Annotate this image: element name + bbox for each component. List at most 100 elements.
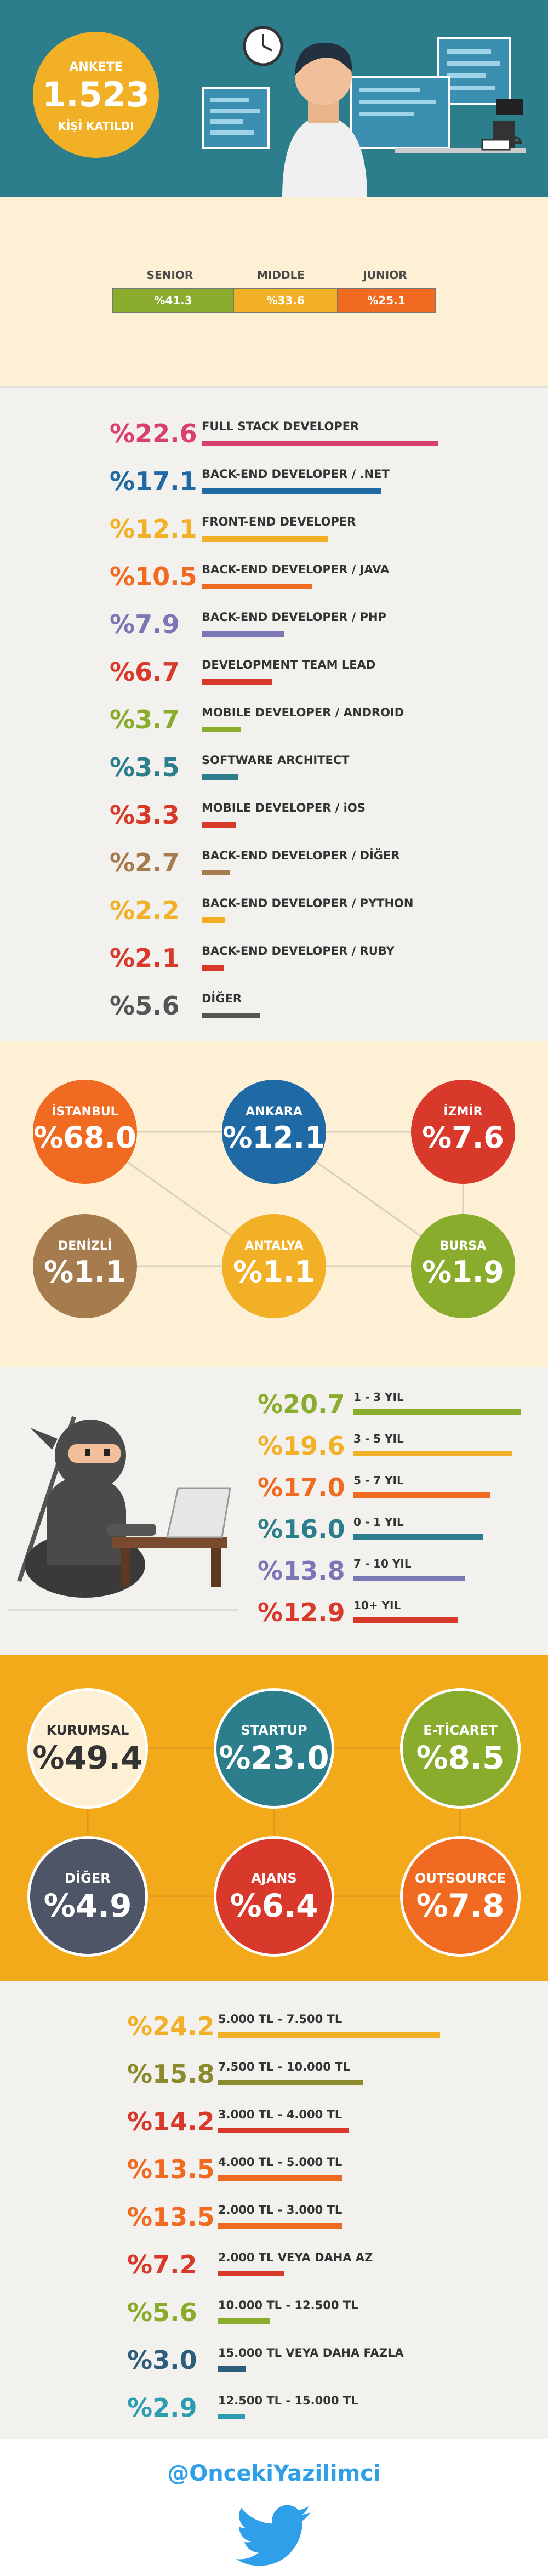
- role-bar: [202, 1013, 260, 1018]
- salary-bar: [218, 2223, 342, 2229]
- experience-label: 7 - 10 YIL: [353, 1557, 412, 1570]
- role-row: %3.7 MOBILE DEVELOPER / ANDROID: [0, 705, 548, 743]
- ninja-illustration: [8, 1416, 238, 1611]
- role-percent: %6.7: [110, 657, 180, 687]
- city-name: DENİZLİ: [58, 1239, 112, 1253]
- city-circle-izmir: İZMİR %7.6: [411, 1080, 515, 1184]
- company-circle-ajans: AJANS %6.4: [214, 1836, 334, 1957]
- role-percent: %5.6: [110, 991, 180, 1021]
- role-label: BACK-END DEVELOPER / RUBY: [202, 944, 395, 958]
- city-value: %1.9: [422, 1255, 504, 1289]
- role-row: %2.2 BACK-END DEVELOPER / PYTHON: [0, 896, 548, 934]
- experience-percent: %19.6: [258, 1431, 345, 1461]
- role-row: %7.9 BACK-END DEVELOPER / PHP: [0, 609, 548, 648]
- company-circle-diger: DİĞER %4.9: [27, 1836, 148, 1957]
- role-bar: [202, 727, 241, 732]
- city-name: BURSA: [439, 1239, 487, 1253]
- salary-percent: %5.6: [127, 2298, 197, 2327]
- salary-bar: [218, 2175, 342, 2181]
- city-value: %68.0: [33, 1120, 136, 1155]
- level-bar-junior: %25.1: [337, 288, 436, 313]
- salary-percent: %3.0: [127, 2345, 197, 2375]
- experience-bar: [353, 1576, 465, 1581]
- salary-percent: %13.5: [127, 2202, 215, 2232]
- role-percent: %3.5: [110, 753, 180, 782]
- participants-label-bottom: KİŞİ KATILDI: [58, 119, 134, 133]
- city-circle-istanbul: İSTANBUL %68.0: [33, 1080, 137, 1184]
- salary-label: 5.000 TL - 7.500 TL: [218, 2013, 342, 2026]
- city-value: %7.6: [422, 1120, 504, 1155]
- role-label: DİĞER: [202, 992, 242, 1005]
- experience-bar: [353, 1409, 521, 1415]
- level-label-senior: SENIOR: [146, 269, 193, 282]
- experience-percent: %20.7: [258, 1389, 345, 1419]
- experience-label: 10+ YIL: [353, 1599, 401, 1612]
- role-bar: [202, 441, 438, 446]
- role-bar: [202, 965, 224, 971]
- role-percent: %12.1: [110, 514, 197, 544]
- experience-section: %20.7 1 - 3 YIL %19.6 3 - 5 YIL %17.0 5 - 7 Y…: [0, 1367, 548, 1655]
- city-circle-bursa: BURSA %1.9: [411, 1214, 515, 1318]
- company-value: %49.4: [32, 1739, 143, 1776]
- twitter-bird-icon[interactable]: [236, 2505, 312, 2568]
- experience-percent: %12.9: [258, 1598, 345, 1627]
- experience-label: 3 - 5 YIL: [353, 1432, 404, 1445]
- experience-percent: %17.0: [258, 1473, 345, 1502]
- role-label: DEVELOPMENT TEAM LEAD: [202, 658, 376, 671]
- participants-count: 1.523: [42, 75, 150, 115]
- role-bar: [202, 774, 238, 780]
- salary-section: %24.2 5.000 TL - 7.500 TL %15.8 7.500 TL - …: [0, 1981, 548, 2439]
- role-row: %10.5 BACK-END DEVELOPER / JAVA: [0, 562, 548, 600]
- role-row: %6.7 DEVELOPMENT TEAM LEAD: [0, 657, 548, 696]
- experience-label: 0 - 1 YIL: [353, 1515, 404, 1529]
- role-percent: %2.1: [110, 943, 180, 973]
- role-row: %12.1 FRONT-END DEVELOPER: [0, 514, 548, 552]
- city-circle-ankara: ANKARA %12.1: [222, 1080, 326, 1184]
- company-value: %8.5: [416, 1739, 505, 1776]
- role-row: %17.1 BACK-END DEVELOPER / .NET: [0, 466, 548, 505]
- role-bar: [202, 584, 312, 589]
- company-value: %6.4: [230, 1887, 318, 1924]
- developer-illustration: [202, 26, 526, 197]
- experience-label: 5 - 7 YIL: [353, 1474, 404, 1487]
- twitter-handle[interactable]: @OncekiYazilimci: [167, 2461, 381, 2486]
- role-bar: [202, 917, 225, 923]
- role-row: %3.5 SOFTWARE ARCHITECT: [0, 753, 548, 791]
- role-percent: %3.3: [110, 800, 180, 830]
- role-row: %3.3 MOBILE DEVELOPER / iOS: [0, 800, 548, 839]
- salary-label: 15.000 TL VEYA DAHA FAZLA: [218, 2346, 404, 2360]
- salary-bar: [218, 2080, 363, 2085]
- salary-bar: [218, 2366, 246, 2372]
- role-label: MOBILE DEVELOPER / ANDROID: [202, 706, 404, 719]
- city-circle-denizli: DENİZLİ %1.1: [33, 1214, 137, 1318]
- role-percent: %2.7: [110, 848, 180, 877]
- role-bar: [202, 536, 328, 542]
- level-bar-middle: %33.6: [233, 288, 338, 313]
- salary-percent: %2.9: [127, 2393, 197, 2423]
- salary-percent: %24.2: [127, 2011, 215, 2041]
- company-section: KURUMSAL %49.4 STARTUP %23.0 E-TİCARET %8.5…: [0, 1655, 548, 1981]
- role-label: BACK-END DEVELOPER / DİĞER: [202, 849, 400, 862]
- company-name: KURUMSAL: [46, 1723, 129, 1738]
- role-label: FULL STACK DEVELOPER: [202, 420, 359, 433]
- company-circle-kurumsal: KURUMSAL %49.4: [27, 1688, 148, 1809]
- experience-label: 1 - 3 YIL: [353, 1390, 404, 1404]
- hero-section: ANKETE 1.523 KİŞİ KATILDI: [0, 0, 548, 197]
- salary-bar: [218, 2318, 270, 2324]
- salary-label: 4.000 TL - 5.000 TL: [218, 2156, 342, 2169]
- salary-label: 12.500 TL - 15.000 TL: [218, 2394, 358, 2407]
- salary-label: 2.000 TL - 3.000 TL: [218, 2203, 342, 2216]
- role-bar: [202, 488, 381, 494]
- city-name: ANKARA: [246, 1105, 302, 1119]
- role-bar: [202, 870, 230, 875]
- role-label: MOBILE DEVELOPER / iOS: [202, 801, 366, 814]
- role-percent: %10.5: [110, 562, 197, 591]
- experience-percent: %13.8: [258, 1556, 345, 1586]
- role-percent: %7.9: [110, 609, 180, 639]
- role-percent: %3.7: [110, 705, 180, 734]
- salary-percent: %15.8: [127, 2059, 215, 2089]
- role-bar: [202, 631, 284, 637]
- experience-bar: [353, 1451, 512, 1456]
- company-circle-outsource: OUTSOURCE %7.8: [400, 1836, 521, 1957]
- company-circle-eticaret: E-TİCARET %8.5: [400, 1688, 521, 1809]
